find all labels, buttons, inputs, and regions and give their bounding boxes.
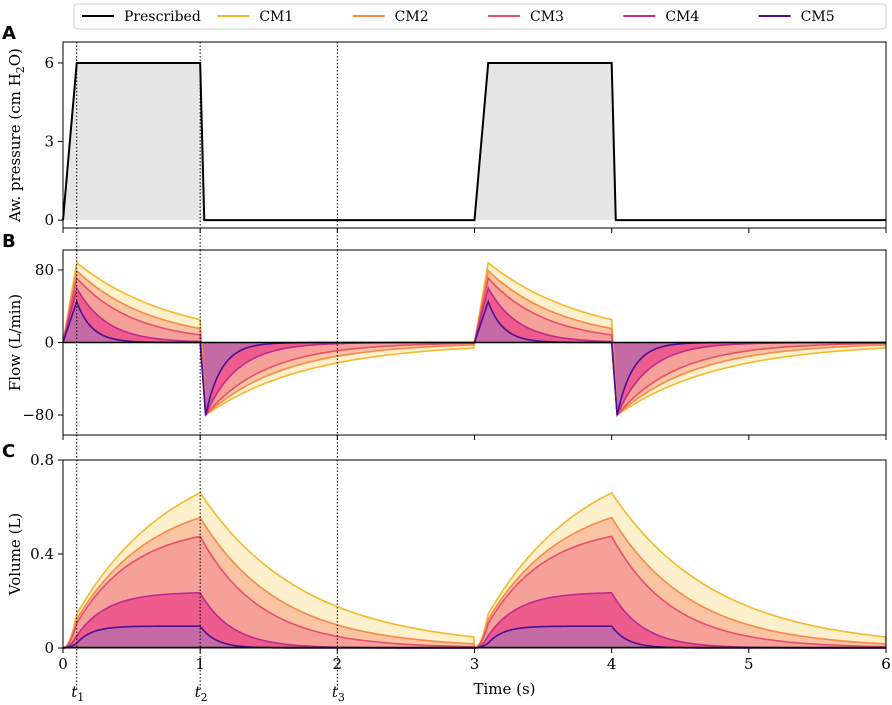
x-tick-label-6: 6 bbox=[881, 655, 891, 673]
volume-fill-cm5 bbox=[63, 626, 886, 648]
x-tick-label-2: 2 bbox=[333, 655, 343, 673]
x-axis: 0 1 2 3 4 5 6 bbox=[58, 655, 891, 673]
legend-frame bbox=[73, 3, 887, 30]
panel-a-pressure: 0 3 6 A Aw. pressure (cm H2O) bbox=[2, 23, 887, 233]
marker-label-sub-1: 1 bbox=[77, 691, 84, 704]
panel-b-ytick-label-0: −80 bbox=[22, 406, 54, 424]
panel-a-ylabel-sub: 2 bbox=[14, 66, 27, 73]
panel-a-ylabel: Aw. pressure (cm H2O) bbox=[6, 48, 27, 223]
panel-a-ylabel-main: Aw. pressure (cm H bbox=[6, 73, 24, 223]
panel-b-ytick-label-2: 80 bbox=[35, 261, 54, 279]
legend-label-3: CM3 bbox=[530, 9, 564, 25]
x-tick-label-5: 5 bbox=[744, 655, 754, 673]
x-tick-label-1: 1 bbox=[195, 655, 205, 673]
panel-c-letter: C bbox=[2, 441, 15, 462]
panel-b-ylabel: Flow (L/min) bbox=[6, 294, 24, 391]
pressure-fill-cycle-2 bbox=[474, 62, 616, 221]
panel-a-letter: A bbox=[2, 23, 16, 44]
time-markers: t1 t2 t3 bbox=[71, 228, 345, 704]
legend-label-1: CM1 bbox=[259, 9, 293, 25]
x-axis-label: Time (s) bbox=[473, 680, 535, 698]
legend-label-5: CM5 bbox=[801, 9, 835, 25]
x-tick-label-3: 3 bbox=[470, 655, 480, 673]
flow-fill-cm1 bbox=[63, 262, 886, 416]
marker-label-main-3: t bbox=[332, 683, 339, 701]
panel-c-ytick-label-2: 0.8 bbox=[30, 451, 54, 469]
panel-c-ytick-label-0: 0 bbox=[44, 639, 54, 657]
legend-label-4: CM4 bbox=[665, 9, 699, 25]
legend-label-0: Prescribed bbox=[124, 9, 201, 25]
panel-c-ylabel: Volume (L) bbox=[6, 513, 24, 596]
x-tick-label-4: 4 bbox=[607, 655, 617, 673]
panel-a-ylabel-tail: O) bbox=[6, 48, 24, 66]
panel-b-flow: −80 0 80 B Flow (L/min) bbox=[2, 231, 887, 440]
pressure-prescribed-line bbox=[62, 61, 886, 222]
panel-b-letter: B bbox=[2, 231, 16, 252]
panel-c-frame bbox=[62, 459, 887, 649]
marker-label-2: t2 bbox=[195, 683, 208, 704]
volume-fill-cm3 bbox=[63, 536, 886, 648]
marker-label-1: t1 bbox=[71, 683, 84, 704]
panel-c-ytick-label-1: 0.4 bbox=[30, 545, 54, 563]
marker-label-sub-2: 2 bbox=[201, 691, 208, 704]
pressure-fill-cycle-1 bbox=[63, 62, 205, 221]
x-tick-label-0: 0 bbox=[58, 655, 68, 673]
marker-label-main-1: t bbox=[71, 683, 78, 701]
legend-label-2: CM2 bbox=[395, 9, 429, 25]
panel-a-ytick-label-0: 0 bbox=[44, 211, 54, 229]
panel-a-frame bbox=[62, 41, 887, 229]
panel-c-volume: 0 0.4 0.8 C Volume (L) bbox=[2, 441, 887, 690]
panel-a-ytick-label-1: 3 bbox=[44, 133, 54, 151]
panel-b-frame bbox=[62, 249, 887, 436]
panel-b-ytick-label-1: 0 bbox=[44, 334, 54, 352]
marker-label-3: t3 bbox=[332, 683, 345, 704]
panel-a-ytick-label-2: 6 bbox=[44, 54, 54, 72]
marker-label-sub-3: 3 bbox=[338, 691, 345, 704]
flow-fill-cm5 bbox=[63, 301, 886, 416]
marker-label-main-2: t bbox=[195, 683, 202, 701]
legend: Prescribed CM1 CM2 CM3 CM4 CM5 bbox=[73, 3, 887, 30]
